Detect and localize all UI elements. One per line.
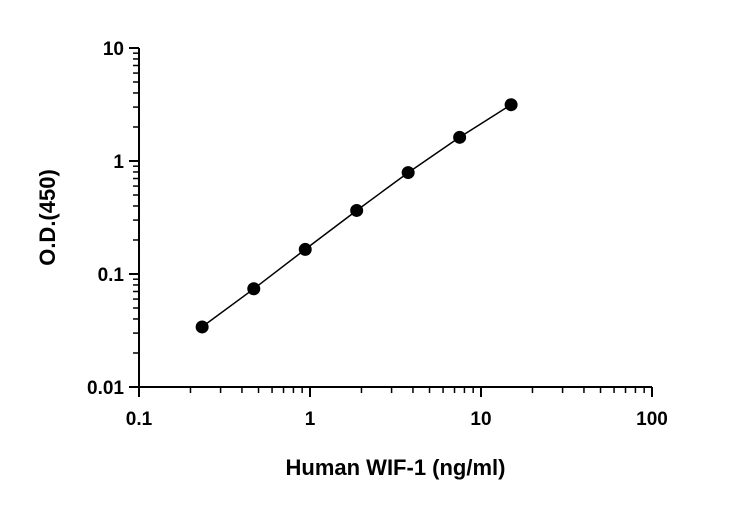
data-point — [453, 130, 467, 144]
x-tick-label: 100 — [636, 409, 668, 430]
y-tick-label: 10 — [103, 39, 124, 60]
axis-ticks — [129, 47, 653, 397]
data-point — [401, 166, 415, 180]
data-point — [298, 242, 312, 256]
x-tick-label: 1 — [305, 409, 316, 430]
y-tick-label: 1 — [113, 152, 124, 173]
x-tick-label: 10 — [470, 409, 491, 430]
data-point — [504, 98, 518, 112]
data-point — [195, 320, 209, 334]
y-axis-title: O.D.(450) — [35, 169, 60, 266]
y-tick-label: 0.1 — [98, 265, 125, 286]
y-tick-label: 0.01 — [87, 378, 124, 399]
x-axis-title: Human WIF-1 (ng/ml) — [286, 455, 506, 480]
data-points — [195, 98, 518, 334]
x-tick-label: 0.1 — [126, 409, 153, 430]
axes — [138, 48, 652, 388]
data-point — [350, 203, 364, 217]
data-point — [247, 282, 261, 296]
